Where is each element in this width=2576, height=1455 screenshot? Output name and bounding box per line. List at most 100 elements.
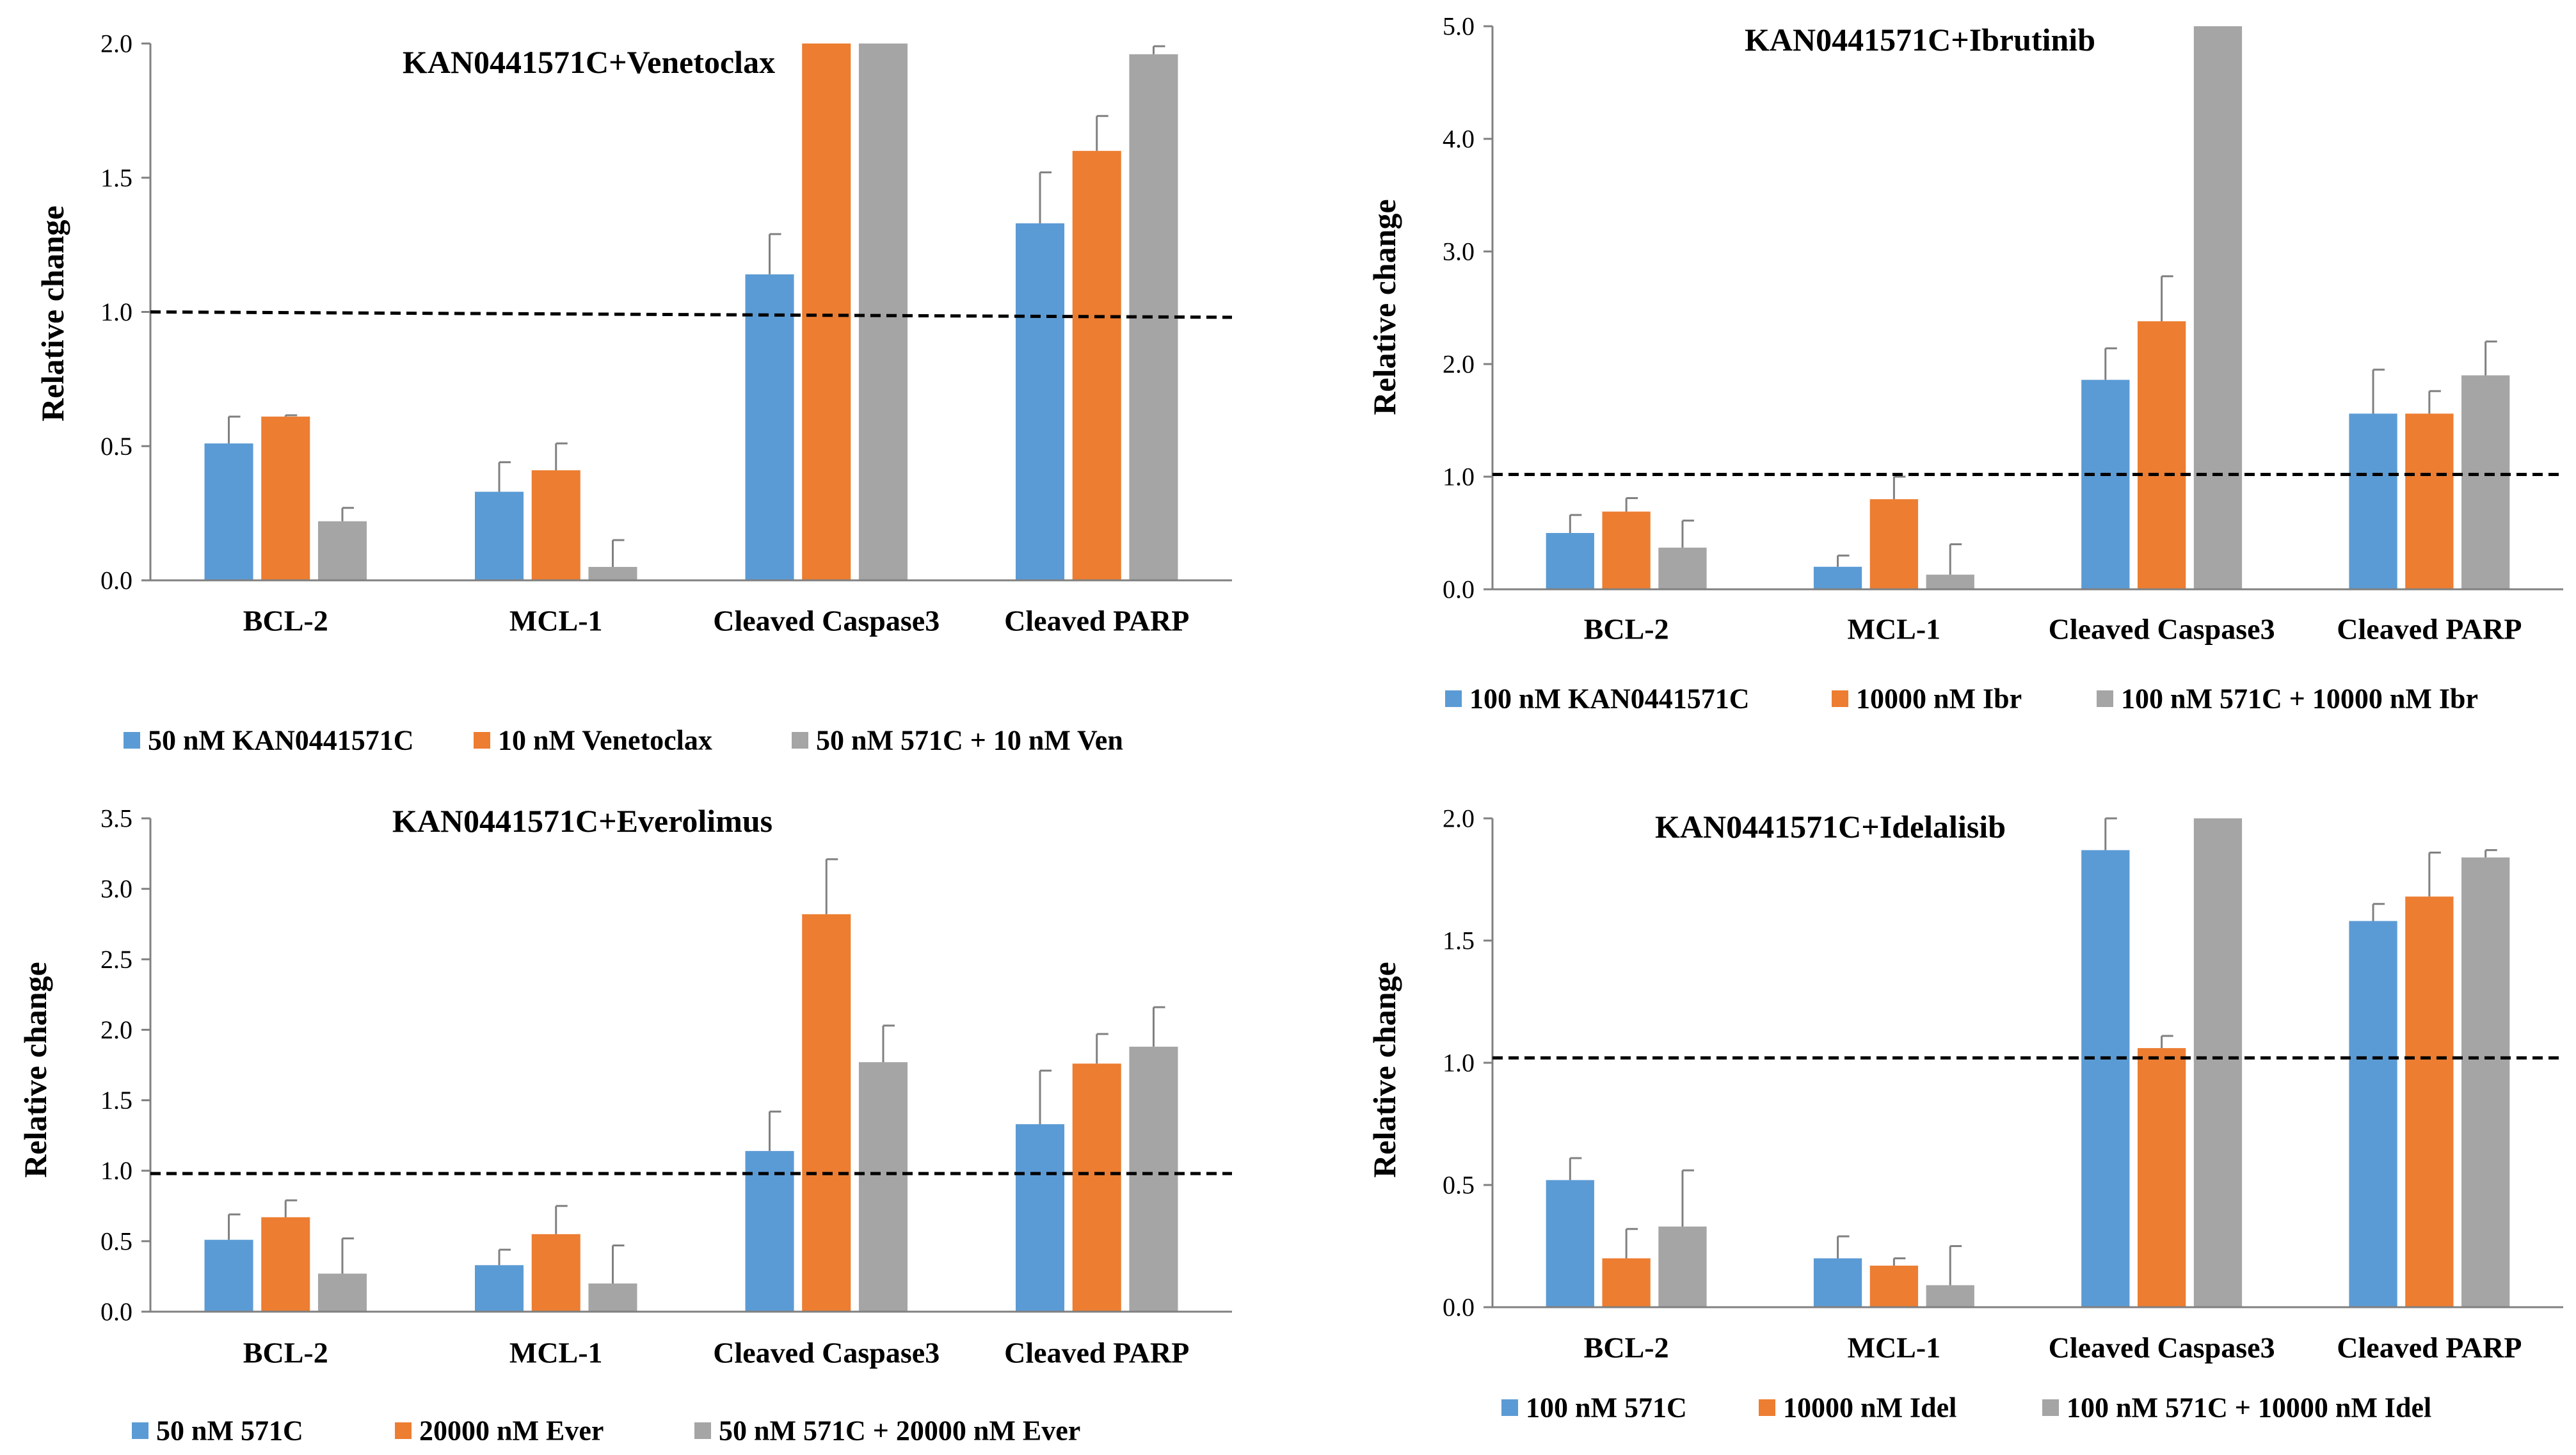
category-label: Cleaved PARP xyxy=(1004,605,1189,637)
bar-2-cleaved-parp xyxy=(1072,1063,1121,1312)
bar-2-mcl-1 xyxy=(531,470,580,580)
bar-3-cleaved-parp xyxy=(2461,857,2510,1307)
category-label: BCL-2 xyxy=(243,1337,328,1369)
bar-1-cleaved-caspase3 xyxy=(2081,379,2130,589)
legend-label: 10 nM Venetoclax xyxy=(498,725,712,756)
chart-title: KAN0441571C+Ibrutinib xyxy=(1745,22,2095,58)
y-axis-label: Relative change xyxy=(1366,199,1402,415)
bar-3-mcl-1 xyxy=(1926,1285,1974,1307)
y-tick-label: 0.5 xyxy=(100,432,132,461)
reference-line xyxy=(150,310,1233,319)
bar-2-mcl-1 xyxy=(531,1234,580,1312)
category-label: Cleaved Caspase3 xyxy=(713,1337,940,1369)
y-tick-label: 2.5 xyxy=(100,945,132,974)
bar-1-cleaved-parp xyxy=(2349,413,2397,589)
y-tick-label: 0.0 xyxy=(100,566,132,595)
chart-panel-4: KAN0441571C+Idelalisib 0.0 0.5 1.0 1.5 2.0 Rel… xyxy=(1366,804,2563,1424)
chart-title: KAN0441571C+Everolimus xyxy=(392,803,772,839)
y-tick-label: 2.0 xyxy=(1443,350,1475,379)
chart-panel-2: KAN0441571C+Ibrutinib 0.0 1.0 2.0 3.0 4.0 5.0 R… xyxy=(1366,12,2563,715)
bar-3-cleaved-caspase3 xyxy=(858,1062,908,1312)
bar-2-bcl-2 xyxy=(261,417,310,580)
legend-label: 100 nM 571C xyxy=(1526,1392,1687,1424)
y-tick-label: 0.5 xyxy=(100,1227,132,1255)
chart-panel-1: KAN0441571C+Venetoclax 0.0 0.5 1.0 1.5 2.0 Rel… xyxy=(35,29,1233,756)
bar-1-mcl-1 xyxy=(475,1265,524,1312)
bar-3-bcl-2 xyxy=(1658,1226,1707,1307)
y-tick-label: 1.5 xyxy=(100,1086,132,1115)
chart-title: KAN0441571C+Venetoclax xyxy=(403,44,775,80)
y-tick-label: 1.0 xyxy=(100,1156,132,1185)
bar-3-mcl-1 xyxy=(588,1283,637,1312)
category-label: Cleaved PARP xyxy=(1004,1337,1189,1369)
y-tick-label: 2.0 xyxy=(100,29,132,58)
bar-2-mcl-1 xyxy=(1869,1266,1919,1307)
bar-1-bcl-2 xyxy=(204,443,253,580)
legend-swatch xyxy=(2097,690,2113,707)
bar-1-mcl-1 xyxy=(1813,566,1862,589)
legend-swatch xyxy=(474,732,490,749)
bar-1-cleaved-parp xyxy=(1016,223,1065,580)
y-tick-label: 4.0 xyxy=(1443,125,1475,154)
legend-swatch xyxy=(2042,1399,2059,1416)
category-label: MCL-1 xyxy=(1848,613,1941,646)
legend-label: 10000 nM Idel xyxy=(1783,1392,1956,1424)
bar-1-cleaved-caspase3 xyxy=(745,1150,794,1312)
bar-2-cleaved-caspase3 xyxy=(802,44,851,580)
bar-2-cleaved-parp xyxy=(2405,413,2454,589)
chart-title: KAN0441571C+Idelalisib xyxy=(1655,809,2006,845)
y-tick-label: 3.0 xyxy=(100,875,132,903)
bar-1-cleaved-parp xyxy=(2349,921,2397,1307)
legend-swatch xyxy=(395,1422,412,1439)
legend-swatch xyxy=(1445,690,1462,707)
bar-2-cleaved-parp xyxy=(1072,150,1121,581)
category-label: MCL-1 xyxy=(509,1337,603,1369)
bar-1-bcl-2 xyxy=(1546,533,1594,589)
y-tick-label: 0.5 xyxy=(1443,1171,1475,1200)
y-tick-label: 1.0 xyxy=(1443,463,1475,491)
category-label: Cleaved Caspase3 xyxy=(713,605,940,637)
bar-1-mcl-1 xyxy=(475,491,524,580)
bar-3-bcl-2 xyxy=(317,1273,367,1312)
category-label: Cleaved PARP xyxy=(2337,1332,2522,1364)
bar-3-cleaved-caspase3 xyxy=(858,44,908,580)
bar-1-cleaved-caspase3 xyxy=(745,274,794,580)
legend-label: 10000 nM Ibr xyxy=(1856,683,2022,715)
category-label: MCL-1 xyxy=(1848,1332,1941,1364)
bar-3-cleaved-parp xyxy=(1129,54,1178,580)
bar-2-bcl-2 xyxy=(261,1217,310,1312)
bar-1-cleaved-caspase3 xyxy=(2081,850,2130,1307)
legend-swatch xyxy=(132,1422,148,1439)
bar-2-bcl-2 xyxy=(1602,1258,1651,1307)
y-tick-label: 2.0 xyxy=(1443,804,1475,833)
bar-1-bcl-2 xyxy=(204,1239,253,1312)
bar-1-cleaved-parp xyxy=(1016,1124,1065,1312)
bar-3-bcl-2 xyxy=(317,521,367,580)
bar-3-mcl-1 xyxy=(1926,575,1974,589)
legend-label: 50 nM 571C + 20000 nM Ever xyxy=(719,1415,1080,1447)
category-label: Cleaved PARP xyxy=(2337,613,2522,646)
bar-3-cleaved-caspase3 xyxy=(2193,26,2243,589)
category-label: Cleaved Caspase3 xyxy=(2049,1332,2275,1364)
y-tick-label: 0.0 xyxy=(100,1298,132,1326)
legend-swatch xyxy=(1501,1399,1518,1416)
y-tick-label: 3.5 xyxy=(100,804,132,833)
category-label: MCL-1 xyxy=(509,605,603,637)
legend-label: 50 nM KAN0441571C xyxy=(148,725,414,756)
y-tick-label: 0.0 xyxy=(1443,575,1475,604)
legend-label: 50 nM 571C + 10 nM Ven xyxy=(816,725,1123,756)
legend-label: 100 nM KAN0441571C xyxy=(1469,683,1750,715)
y-axis-label: Relative change xyxy=(35,205,70,421)
y-tick-label: 1.0 xyxy=(100,298,132,326)
legend-label: 20000 nM Ever xyxy=(419,1415,604,1447)
bar-3-bcl-2 xyxy=(1658,547,1707,589)
y-axis-label: Relative change xyxy=(17,962,53,1177)
legend-swatch xyxy=(124,732,140,749)
bar-3-cleaved-parp xyxy=(2461,375,2510,589)
bar-3-mcl-1 xyxy=(588,567,637,580)
bar-2-cleaved-caspase3 xyxy=(2137,321,2186,589)
category-label: BCL-2 xyxy=(243,605,328,637)
legend-swatch xyxy=(792,732,808,749)
bar-2-cleaved-caspase3 xyxy=(802,914,851,1312)
